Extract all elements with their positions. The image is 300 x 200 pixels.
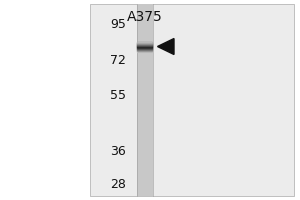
Text: 28: 28: [110, 178, 126, 190]
Text: 95: 95: [110, 18, 126, 30]
Text: 36: 36: [110, 145, 126, 158]
Bar: [136, 4, 153, 196]
Text: 72: 72: [110, 54, 126, 67]
Text: A375: A375: [127, 10, 163, 24]
Bar: [90, 4, 294, 196]
Polygon shape: [158, 39, 174, 55]
Text: 55: 55: [110, 89, 126, 102]
